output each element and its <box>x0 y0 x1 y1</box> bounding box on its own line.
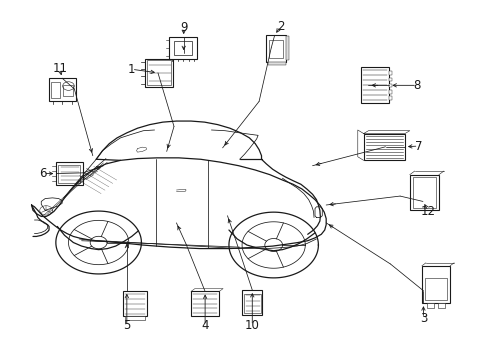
Text: 5: 5 <box>123 319 130 332</box>
Text: 3: 3 <box>419 312 426 325</box>
Bar <box>122 291 147 316</box>
Bar <box>421 266 449 303</box>
Bar <box>51 82 60 98</box>
Bar <box>58 165 80 183</box>
Bar <box>174 41 192 55</box>
Bar <box>361 67 388 103</box>
Bar <box>388 84 391 87</box>
Bar <box>147 60 170 85</box>
Bar <box>388 78 391 81</box>
Text: 11: 11 <box>52 62 67 75</box>
Text: 2: 2 <box>276 20 284 33</box>
Bar <box>363 134 404 160</box>
Bar <box>242 290 262 315</box>
Bar <box>144 59 173 87</box>
Bar <box>56 162 82 185</box>
Bar <box>388 71 391 75</box>
Text: 1: 1 <box>128 63 135 76</box>
Bar <box>125 316 144 320</box>
Bar <box>244 294 260 313</box>
Bar <box>267 62 285 65</box>
Bar <box>191 292 219 316</box>
Bar <box>437 303 445 307</box>
Text: 12: 12 <box>420 204 435 217</box>
Text: 6: 6 <box>40 167 47 180</box>
Bar <box>409 175 438 210</box>
Bar <box>426 303 433 307</box>
Text: 10: 10 <box>244 319 259 332</box>
Text: 4: 4 <box>201 319 208 332</box>
Bar <box>285 36 288 60</box>
Text: 7: 7 <box>414 140 422 153</box>
Bar <box>424 278 447 300</box>
Bar <box>388 90 391 94</box>
Bar <box>62 85 73 96</box>
Text: 8: 8 <box>412 79 420 92</box>
Bar <box>268 40 283 58</box>
Bar <box>169 37 197 59</box>
Bar <box>388 96 391 100</box>
Bar <box>49 78 76 102</box>
Bar <box>412 177 435 207</box>
Text: 9: 9 <box>180 21 187 34</box>
Bar <box>266 35 285 62</box>
